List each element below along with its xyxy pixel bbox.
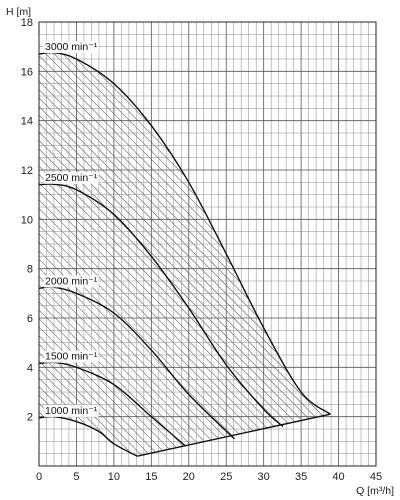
plot-frame <box>38 21 377 467</box>
x-tick-label: 35 <box>295 471 307 483</box>
hatched-operating-area <box>39 52 331 457</box>
curve-label-3000-rpm: 3000 min⁻¹ <box>45 41 98 53</box>
y-tick-label: 16 <box>21 66 33 78</box>
x-tick-label: 25 <box>220 471 232 483</box>
x-tick-label: 30 <box>258 471 270 483</box>
curve-label-2000-rpm: 2000 min⁻¹ <box>45 275 98 287</box>
curve-label-background <box>44 275 99 288</box>
curve-label-2500-rpm: 2500 min⁻¹ <box>45 172 98 184</box>
x-tick-label: 40 <box>332 471 344 483</box>
x-tick-label: 15 <box>145 471 157 483</box>
y-tick-label: 8 <box>27 264 33 276</box>
curve-3000-rpm <box>39 51 331 415</box>
curve-label-1000-rpm: 1000 min⁻¹ <box>45 405 98 417</box>
curve-2500-rpm <box>39 183 284 428</box>
curve-labels: 3000 min⁻¹ 2500 min⁻¹ 2000 min⁻¹ 1500 min⁻¹… <box>44 41 99 417</box>
curve-label-background <box>44 41 99 54</box>
curve-label-background <box>44 171 99 184</box>
x-tick-label: 5 <box>73 471 79 483</box>
end-of-curve-line <box>136 413 331 457</box>
x-tick-label: 10 <box>108 471 120 483</box>
x-tick-label: 45 <box>370 471 382 483</box>
y-tick-label: 12 <box>21 165 33 177</box>
curve-label-background <box>44 404 99 417</box>
x-tick-label: 20 <box>183 471 195 483</box>
y-tick-label: 6 <box>27 313 33 325</box>
y-tick-label: 14 <box>21 116 33 128</box>
y-axis-label: H [m] <box>6 6 31 18</box>
y-tick-label: 2 <box>27 412 33 424</box>
y-tick-label: 10 <box>21 214 33 226</box>
y-tick-label: 4 <box>27 362 33 374</box>
y-tick-label: 18 <box>21 17 33 29</box>
grid <box>39 22 376 466</box>
x-tick-label: 0 <box>36 471 42 483</box>
curve-label-1500-rpm: 1500 min⁻¹ <box>45 351 98 363</box>
x-axis-label: Q [m³/h] <box>356 485 394 497</box>
curve-label-background <box>44 350 99 363</box>
tick-labels: 0 5 10 15 20 25 30 35 40 45 2 4 6 8 10 12 14 16 18 <box>21 17 382 483</box>
